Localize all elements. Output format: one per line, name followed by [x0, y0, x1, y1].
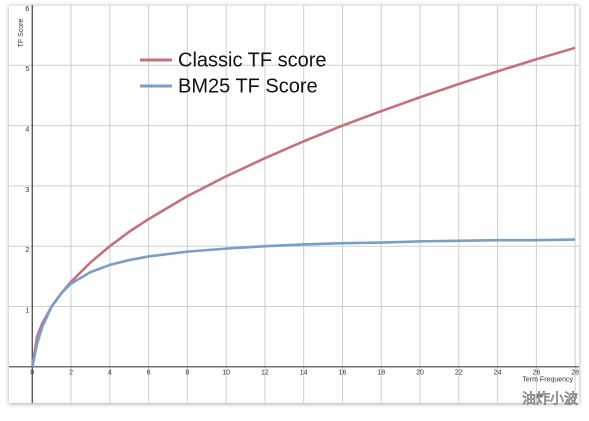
series-line	[30, 238, 576, 368]
x-axis-label: Term Frequency	[522, 377, 573, 384]
y-tick-label: 2	[25, 247, 29, 254]
x-tick-label: 20	[416, 370, 424, 377]
x-tick-label: 0	[30, 370, 34, 377]
frame	[9, 5, 579, 403]
x-tick-label: 4	[108, 370, 112, 377]
x-tick-label: 24	[494, 370, 502, 377]
legend-label: BM25 TF Score	[178, 75, 318, 97]
x-tick-label: 14	[300, 370, 308, 377]
watermark: 油炸小波	[522, 391, 578, 407]
y-tick-label: 1	[25, 307, 29, 314]
x-tick-label: 22	[455, 370, 463, 377]
y-axis-label: TF Score	[18, 19, 25, 48]
x-tick-label: 10	[222, 370, 230, 377]
y-tick-label: 3	[25, 187, 29, 194]
x-tick-label: 18	[377, 370, 385, 377]
x-tick-label: 2	[69, 370, 73, 377]
y-tick-label: 5	[25, 66, 29, 73]
x-tick-label: 16	[339, 370, 347, 377]
x-tick-label: 8	[185, 370, 189, 377]
y-tick-label: 4	[25, 126, 29, 133]
x-tick-label: 12	[261, 370, 269, 377]
x-tick-label: 6	[147, 370, 151, 377]
x-tick-label: 26	[532, 370, 540, 377]
legend-label: Classic TF score	[178, 49, 327, 71]
y-tick-label: 6	[25, 6, 29, 13]
x-tick-label: 28	[571, 370, 579, 377]
